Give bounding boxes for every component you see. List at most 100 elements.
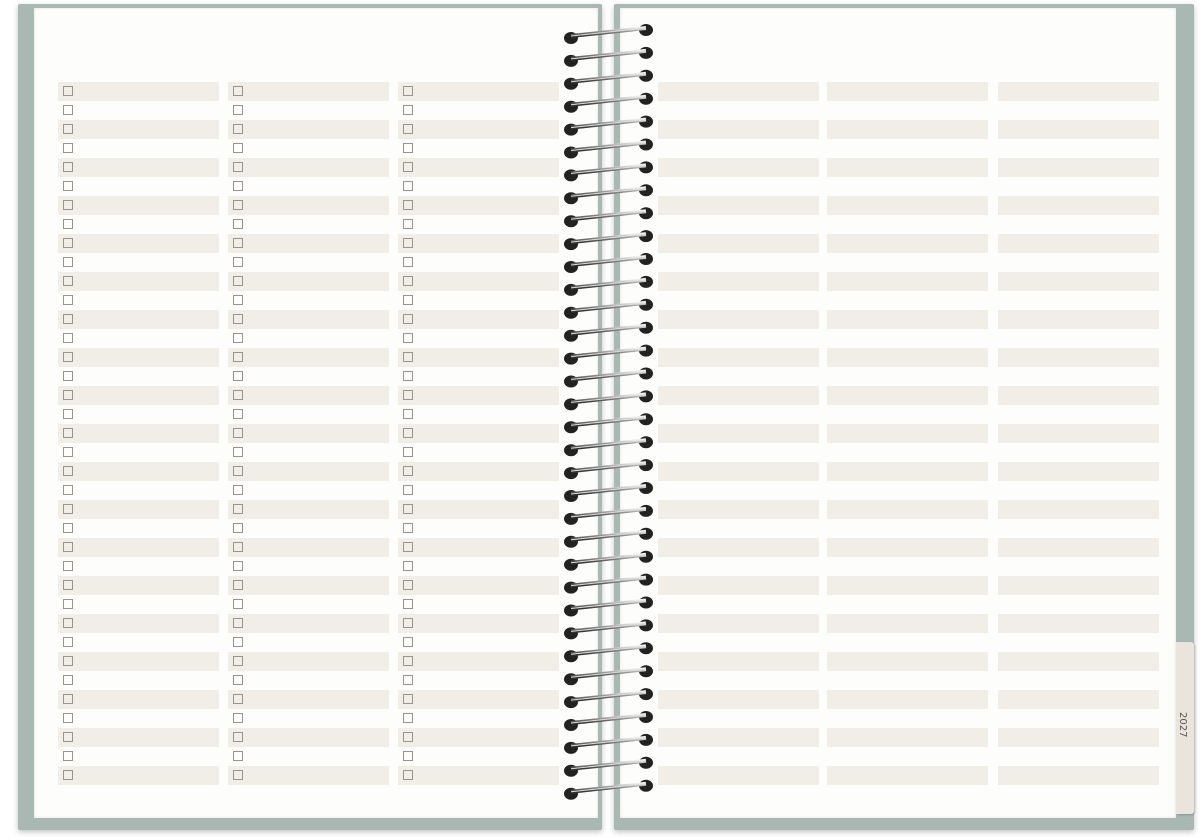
list-row[interactable]	[658, 576, 819, 595]
list-row[interactable]	[58, 367, 219, 386]
list-row[interactable]	[998, 690, 1159, 709]
list-row[interactable]	[228, 671, 389, 690]
list-row[interactable]	[658, 462, 819, 481]
list-row[interactable]	[658, 386, 819, 405]
list-row[interactable]	[398, 329, 559, 348]
checkbox[interactable]	[233, 732, 243, 742]
list-row[interactable]	[58, 329, 219, 348]
list-row[interactable]	[398, 709, 559, 728]
list-row[interactable]	[398, 177, 559, 196]
checkbox[interactable]	[233, 637, 243, 647]
list-row[interactable]	[228, 443, 389, 462]
list-row[interactable]	[398, 538, 559, 557]
list-row[interactable]	[398, 519, 559, 538]
checkbox[interactable]	[233, 276, 243, 286]
list-row[interactable]	[228, 424, 389, 443]
checkbox[interactable]	[63, 238, 73, 248]
list-row[interactable]	[398, 443, 559, 462]
list-row[interactable]	[658, 538, 819, 557]
checkbox[interactable]	[63, 713, 73, 723]
list-row[interactable]	[998, 386, 1159, 405]
list-row[interactable]	[228, 310, 389, 329]
list-row[interactable]	[228, 196, 389, 215]
list-row[interactable]	[228, 101, 389, 120]
list-row[interactable]	[398, 158, 559, 177]
list-row[interactable]	[58, 652, 219, 671]
list-row[interactable]	[228, 348, 389, 367]
list-row[interactable]	[58, 177, 219, 196]
checkbox[interactable]	[233, 181, 243, 191]
checkbox[interactable]	[63, 409, 73, 419]
checkbox[interactable]	[233, 713, 243, 723]
list-row[interactable]	[827, 310, 988, 329]
list-row[interactable]	[827, 576, 988, 595]
checkbox[interactable]	[63, 751, 73, 761]
list-row[interactable]	[658, 348, 819, 367]
checkbox[interactable]	[403, 257, 413, 267]
list-row[interactable]	[827, 386, 988, 405]
list-row[interactable]	[398, 462, 559, 481]
list-row[interactable]	[398, 576, 559, 595]
checkbox[interactable]	[403, 162, 413, 172]
list-row[interactable]	[228, 177, 389, 196]
checkbox[interactable]	[63, 637, 73, 647]
checkbox[interactable]	[63, 352, 73, 362]
checkbox[interactable]	[233, 390, 243, 400]
list-row[interactable]	[228, 519, 389, 538]
checkbox[interactable]	[63, 732, 73, 742]
checkbox[interactable]	[63, 618, 73, 628]
list-row[interactable]	[228, 500, 389, 519]
checkbox[interactable]	[403, 732, 413, 742]
checkbox[interactable]	[63, 542, 73, 552]
checkbox[interactable]	[63, 86, 73, 96]
checkbox[interactable]	[233, 257, 243, 267]
list-row[interactable]	[398, 386, 559, 405]
checkbox[interactable]	[403, 371, 413, 381]
list-row[interactable]	[398, 633, 559, 652]
list-row[interactable]	[658, 424, 819, 443]
list-row[interactable]	[827, 424, 988, 443]
checkbox[interactable]	[63, 276, 73, 286]
list-row[interactable]	[228, 557, 389, 576]
checkbox[interactable]	[403, 409, 413, 419]
checkbox[interactable]	[233, 561, 243, 571]
list-row[interactable]	[827, 500, 988, 519]
list-row[interactable]	[228, 747, 389, 766]
list-row[interactable]	[998, 728, 1159, 747]
list-row[interactable]	[398, 215, 559, 234]
checkbox[interactable]	[403, 143, 413, 153]
list-row[interactable]	[58, 215, 219, 234]
list-row[interactable]	[58, 234, 219, 253]
checkbox[interactable]	[233, 105, 243, 115]
list-row[interactable]	[998, 500, 1159, 519]
checkbox[interactable]	[63, 504, 73, 514]
list-row[interactable]	[228, 272, 389, 291]
checkbox[interactable]	[233, 314, 243, 324]
checkbox[interactable]	[233, 485, 243, 495]
list-row[interactable]	[58, 709, 219, 728]
checkbox[interactable]	[403, 295, 413, 305]
checkbox[interactable]	[63, 523, 73, 533]
list-row[interactable]	[58, 272, 219, 291]
checkbox[interactable]	[233, 523, 243, 533]
list-row[interactable]	[658, 82, 819, 101]
checkbox[interactable]	[403, 542, 413, 552]
checkbox[interactable]	[63, 694, 73, 704]
list-row[interactable]	[398, 196, 559, 215]
checkbox[interactable]	[403, 390, 413, 400]
list-row[interactable]	[827, 234, 988, 253]
checkbox[interactable]	[233, 409, 243, 419]
list-row[interactable]	[228, 215, 389, 234]
checkbox[interactable]	[403, 314, 413, 324]
list-row[interactable]	[998, 348, 1159, 367]
year-tab[interactable]: 2027	[1176, 642, 1194, 814]
checkbox[interactable]	[403, 751, 413, 761]
list-row[interactable]	[58, 462, 219, 481]
checkbox[interactable]	[233, 200, 243, 210]
list-row[interactable]	[228, 405, 389, 424]
list-row[interactable]	[58, 120, 219, 139]
list-row[interactable]	[398, 424, 559, 443]
checkbox[interactable]	[233, 295, 243, 305]
list-row[interactable]	[58, 443, 219, 462]
list-row[interactable]	[58, 614, 219, 633]
